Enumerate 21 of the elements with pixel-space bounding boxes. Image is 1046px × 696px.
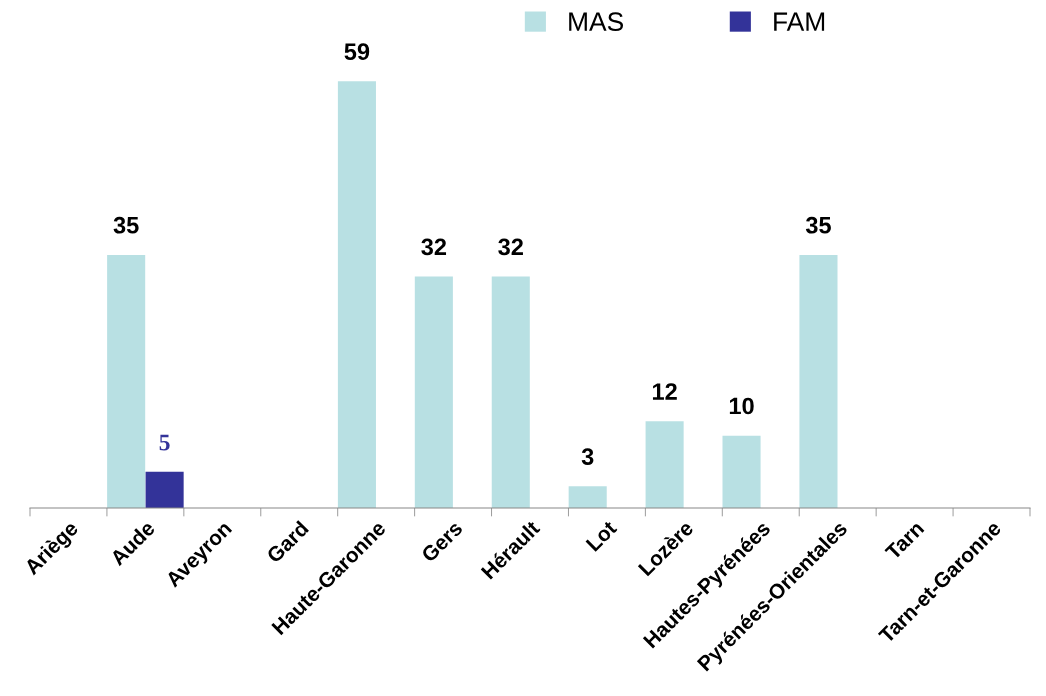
- bar: [799, 254, 838, 508]
- bar: [337, 81, 376, 508]
- bar: [722, 435, 761, 508]
- data-label: 35: [805, 216, 831, 234]
- legend-label: MAS: [569, 12, 624, 32]
- x-tick-label: Lot: [585, 519, 618, 552]
- data-label: 12: [652, 383, 677, 400]
- data-label: 10: [729, 397, 754, 415]
- data-label: 59: [344, 43, 370, 60]
- bar: [491, 276, 530, 508]
- bar: [145, 471, 184, 508]
- bar: [107, 254, 146, 508]
- legend-label: FAM: [774, 12, 825, 31]
- bar: [568, 486, 607, 508]
- bar: [414, 276, 453, 508]
- bar: [645, 421, 684, 508]
- data-label: 35: [113, 216, 139, 234]
- data-label: 3: [581, 448, 594, 465]
- data-label: 32: [421, 238, 447, 256]
- data-label: 5: [159, 434, 170, 451]
- data-label: 32: [498, 238, 523, 256]
